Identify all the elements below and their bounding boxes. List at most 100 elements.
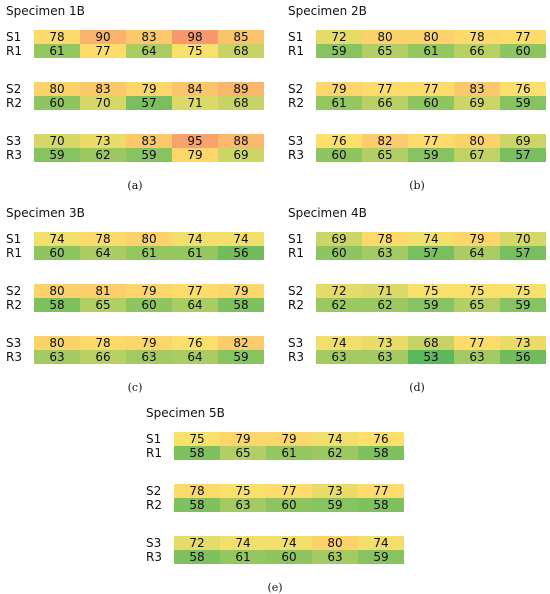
heatmap-cell: 57 [500,246,546,260]
s-row-3: S3 80 78 79 76 82 [6,336,264,350]
row-label: S2 [6,284,22,298]
heatmap-cell: 74 [266,536,312,550]
r-row-2: R2 60 70 57 71 68 [6,96,264,110]
heatmap-strip: 76 82 77 80 69 [316,134,546,148]
row-label: S3 [288,134,304,148]
r-row-1: R1 60 63 57 64 57 [288,246,546,260]
row-label: S3 [6,134,22,148]
heatmap-strip: 80 78 79 76 82 [34,336,264,350]
s-row-2: S2 80 81 79 77 79 [6,284,264,298]
s-row-3: S3 76 82 77 80 69 [288,134,546,148]
heatmap-cell: 83 [454,82,500,96]
heatmap-cell: 64 [454,246,500,260]
heatmap-cell: 60 [266,498,312,512]
heatmap-cell: 78 [454,30,500,44]
s-row-3: S3 70 73 83 95 88 [6,134,264,148]
r-row-1: R1 59 65 61 66 60 [288,44,546,58]
heatmap-strip: 58 65 61 62 58 [174,446,404,460]
heatmap-cell: 74 [218,232,264,246]
row-label: R3 [288,350,304,364]
heatmap-cell: 79 [126,336,172,350]
heatmap-cell: 74 [172,232,218,246]
panel-caption: (c) [127,381,143,394]
heatmap-cell: 76 [172,336,218,350]
row-label: R1 [288,44,304,58]
row-label: R2 [288,96,304,110]
heatmap-cell: 78 [80,336,126,350]
row-label: R2 [146,498,162,512]
r-row-2: R2 62 62 59 65 59 [288,298,546,312]
panel-title: Specimen 1B [6,4,85,18]
heatmap-cell: 60 [266,550,312,564]
heatmap-cell: 78 [34,30,80,44]
heatmap-cell: 61 [266,446,312,460]
heatmap-strip: 72 71 75 75 75 [316,284,546,298]
heatmap-cell: 63 [316,350,362,364]
heatmap-cell: 69 [316,232,362,246]
heatmap-strip: 72 80 80 78 77 [316,30,546,44]
panel-title: Specimen 3B [6,206,85,220]
heatmap-cell: 73 [362,336,408,350]
row-label: R1 [6,44,22,58]
r-row-1: R1 58 65 61 62 58 [146,446,404,460]
heatmap-cell: 71 [362,284,408,298]
row-label: S1 [146,432,162,446]
heatmap-cell: 72 [316,284,362,298]
heatmap-cell: 65 [80,298,126,312]
heatmap-cell: 59 [218,350,264,364]
heatmap-cell: 59 [500,96,546,110]
r-row-2: R2 58 65 60 64 58 [6,298,264,312]
r-row-1: R1 60 64 61 61 56 [6,246,264,260]
s-row-1: S1 69 78 74 79 70 [288,232,546,246]
heatmap-cell: 70 [34,134,80,148]
heatmap-cell: 70 [80,96,126,110]
heatmap-strip: 69 78 74 79 70 [316,232,546,246]
heatmap-cell: 77 [362,82,408,96]
heatmap-cell: 72 [316,30,362,44]
heatmap-cell: 80 [34,284,80,298]
heatmap-cell: 62 [316,298,362,312]
heatmap-cell: 57 [126,96,172,110]
heatmap-cell: 64 [80,246,126,260]
heatmap-cell: 80 [34,336,80,350]
heatmap-cell: 72 [174,536,220,550]
heatmap-cell: 76 [500,82,546,96]
heatmap-cell: 73 [500,336,546,350]
heatmap-cell: 85 [218,30,264,44]
heatmap-cell: 59 [34,148,80,162]
heatmap-cell: 74 [220,536,266,550]
heatmap-cell: 88 [218,134,264,148]
heatmap-cell: 62 [362,298,408,312]
panel-caption: (b) [409,179,425,192]
heatmap-cell: 57 [408,246,454,260]
heatmap-strip: 60 63 57 64 57 [316,246,546,260]
s-row-2: S2 72 71 75 75 75 [288,284,546,298]
heatmap-cell: 77 [358,484,404,498]
s-row-1: S1 78 90 83 98 85 [6,30,264,44]
heatmap-cell: 79 [266,432,312,446]
heatmap-cell: 83 [80,82,126,96]
row-label: R3 [288,148,304,162]
heatmap-cell: 60 [316,246,362,260]
heatmap-strip: 78 90 83 98 85 [34,30,264,44]
heatmap-cell: 83 [126,30,172,44]
heatmap-cell: 61 [126,246,172,260]
heatmap-cell: 58 [358,446,404,460]
heatmap-cell: 77 [408,82,454,96]
heatmap-cell: 75 [172,44,218,58]
heatmap-cell: 59 [316,44,362,58]
row-label: S3 [288,336,304,350]
row-label: S2 [146,484,162,498]
heatmap-cell: 59 [126,148,172,162]
heatmap-cell: 64 [172,298,218,312]
heatmap-cell: 77 [408,134,454,148]
heatmap-cell: 61 [408,44,454,58]
panel-title: Specimen 4B [288,206,367,220]
heatmap-cell: 73 [80,134,126,148]
heatmap-strip: 80 81 79 77 79 [34,284,264,298]
heatmap-strip: 58 63 60 59 58 [174,498,404,512]
heatmap-cell: 71 [172,96,218,110]
heatmap-cell: 79 [220,432,266,446]
heatmap-cell: 75 [500,284,546,298]
heatmap-strip: 63 66 63 64 59 [34,350,264,364]
